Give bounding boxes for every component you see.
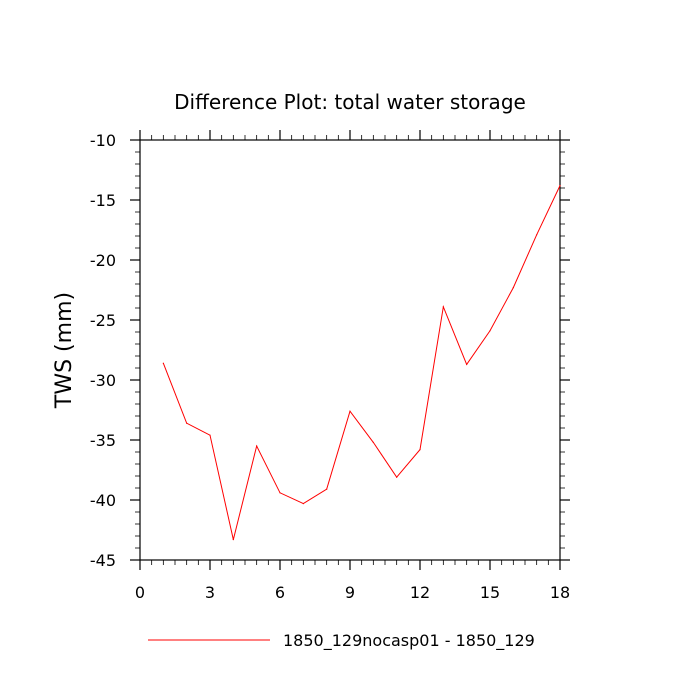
data-point [559,185,561,187]
minor-ticks [135,135,565,565]
y-axis-ticks [130,139,570,561]
data-point [279,492,281,494]
data-point [419,449,421,451]
x-tick-label: 12 [410,583,430,602]
x-axis-tick-labels: 0 3 6 9 12 15 18 [135,583,570,602]
y-tick-label: -40 [90,491,116,510]
x-tick-label: 0 [135,583,145,602]
plot-frame [139,139,561,561]
chart-title: Difference Plot: total water storage [174,90,526,114]
legend: 1850_129nocasp01 - 1850_129 [148,631,535,651]
x-tick-label: 15 [480,583,500,602]
series-line [162,185,561,540]
data-point [372,441,374,443]
x-tick-label: 3 [205,583,215,602]
y-axis-tick-labels: -10 -15 -20 -25 -30 -35 -40 -45 [90,131,116,570]
data-point [256,445,258,447]
data-point [302,503,304,505]
data-point [209,434,211,436]
data-point [326,488,328,490]
y-tick-label: -25 [90,311,116,330]
y-tick-label: -30 [90,371,116,390]
data-point [489,330,491,332]
data-point [186,422,188,424]
y-tick-label: -45 [90,551,116,570]
x-tick-label: 6 [275,583,285,602]
data-point [466,363,468,365]
x-tick-label: 9 [345,583,355,602]
data-point [232,539,234,541]
data-point [162,362,164,364]
series-group [162,185,561,541]
y-tick-label: -20 [90,251,116,270]
x-tick-label: 18 [550,583,570,602]
data-point [512,287,514,289]
legend-label: 1850_129nocasp01 - 1850_129 [283,631,535,651]
data-point [536,234,538,236]
y-tick-label: -10 [90,131,116,150]
data-point [442,306,444,308]
y-tick-label: -15 [90,191,116,210]
data-point [396,476,398,478]
data-point [349,410,351,412]
x-axis-ticks [139,130,561,570]
y-axis-label: TWS (mm) [52,292,77,409]
y-tick-label: -35 [90,431,116,450]
